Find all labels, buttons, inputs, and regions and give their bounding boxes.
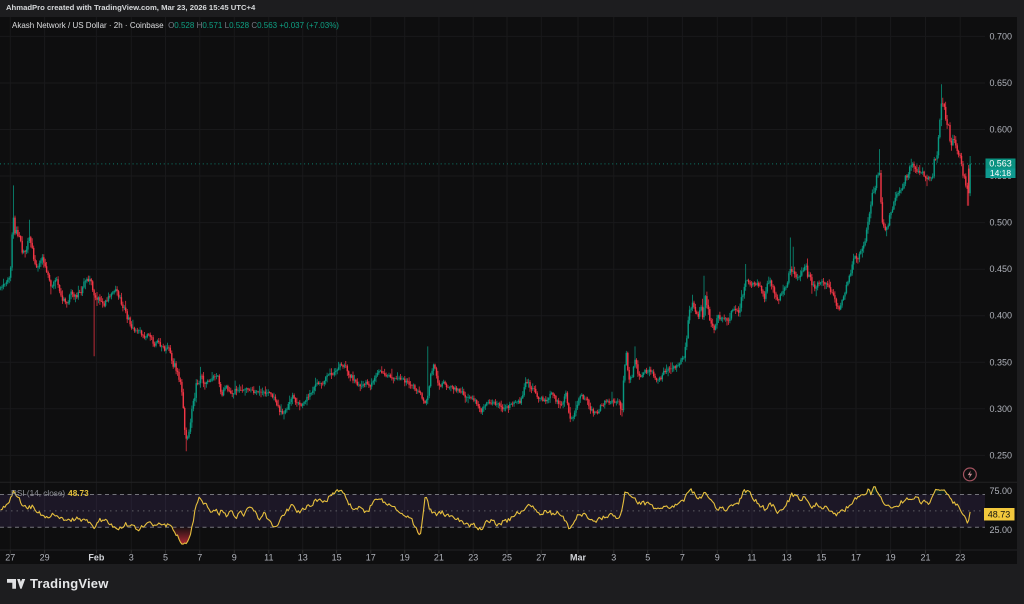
svg-text:75.00: 75.00 [989, 486, 1012, 496]
svg-text:0.500: 0.500 [989, 218, 1012, 228]
svg-text:27: 27 [536, 553, 546, 563]
svg-text:Feb: Feb [88, 553, 105, 563]
svg-text:9: 9 [232, 553, 237, 563]
svg-text:13: 13 [782, 553, 792, 563]
svg-text:0.563: 0.563 [989, 159, 1012, 169]
svg-text:0.600: 0.600 [989, 125, 1012, 135]
svg-text:0.350: 0.350 [989, 357, 1012, 367]
svg-text:48.73: 48.73 [988, 510, 1011, 520]
svg-text:3: 3 [611, 553, 616, 563]
svg-text:25: 25 [502, 553, 512, 563]
svg-text:9: 9 [715, 553, 720, 563]
svg-text:0.400: 0.400 [989, 311, 1012, 321]
svg-text:29: 29 [40, 553, 50, 563]
svg-text:17: 17 [851, 553, 861, 563]
svg-text:13: 13 [298, 553, 308, 563]
svg-text:21: 21 [920, 553, 930, 563]
svg-text:15: 15 [816, 553, 826, 563]
svg-text:19: 19 [400, 553, 410, 563]
svg-text:0.250: 0.250 [989, 450, 1012, 460]
svg-text:19: 19 [886, 553, 896, 563]
svg-text:11: 11 [264, 553, 273, 563]
svg-text:5: 5 [163, 553, 168, 563]
svg-text:0.650: 0.650 [989, 78, 1012, 88]
svg-text:27: 27 [5, 553, 15, 563]
svg-text:7: 7 [197, 553, 202, 563]
svg-text:25.00: 25.00 [989, 525, 1012, 535]
svg-text:0.450: 0.450 [989, 264, 1012, 274]
svg-text:11: 11 [747, 553, 756, 563]
svg-text:7: 7 [680, 553, 685, 563]
svg-text:23: 23 [955, 553, 965, 563]
svg-text:23: 23 [468, 553, 478, 563]
svg-text:21: 21 [434, 553, 444, 563]
svg-text:3: 3 [129, 553, 134, 563]
svg-text:0.300: 0.300 [989, 404, 1012, 414]
svg-text:15: 15 [332, 553, 342, 563]
svg-text:17: 17 [366, 553, 376, 563]
svg-text:14:18: 14:18 [990, 168, 1012, 178]
svg-text:5: 5 [645, 553, 650, 563]
svg-text:Mar: Mar [570, 553, 587, 563]
svg-text:0.700: 0.700 [989, 31, 1012, 41]
